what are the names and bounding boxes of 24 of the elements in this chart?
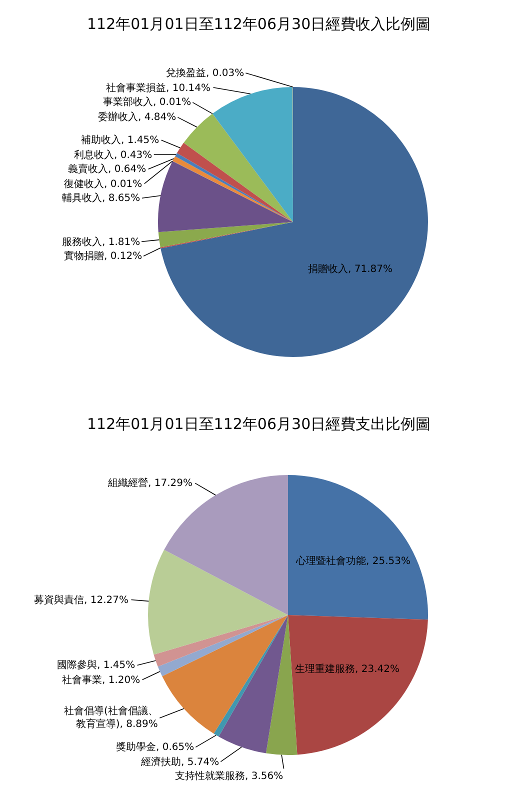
slice-label: 利息收入, 0.43% — [74, 149, 152, 161]
slice-label: 實物捐贈, 0.12% — [64, 250, 142, 262]
slice-label: 捐贈收入, 71.87% — [308, 263, 392, 275]
slice-label: 義賣收入, 0.64% — [68, 163, 146, 175]
chart-title: 112年01月01日至112年06月30日經費支出比例圖 — [87, 415, 431, 433]
slice-label: 委辦收入, 4.84% — [98, 111, 176, 123]
slice-label: 復健收入, 0.01% — [64, 178, 142, 190]
slice-label: 支持性就業服務, 3.56% — [175, 770, 284, 782]
slice-label: 募資與責信, 12.27% — [34, 594, 128, 606]
slice-label: 組織經營, 17.29% — [107, 477, 192, 489]
slice-label: 社會事業損益, 10.14% — [106, 82, 210, 94]
slice-label: 補助收入, 1.45% — [81, 134, 160, 146]
slice-label: 生理重建服務, 23.42% — [295, 663, 400, 675]
slice-label: 輔具收入, 8.65% — [62, 192, 140, 204]
slice-label: 社會倡導(社會倡議、教育宣導), 8.89% — [64, 705, 158, 730]
slice-label: 國際參與, 1.45% — [57, 659, 136, 671]
chart-title: 112年01月01日至112年06月30日經費收入比例圖 — [87, 15, 431, 33]
slice-label: 獎助學金, 0.65% — [116, 741, 194, 753]
slice-label: 兌換盈益, 0.03% — [166, 67, 244, 79]
slice-label: 服務收入, 1.81% — [62, 236, 140, 248]
slice-label: 心理暨社會功能, 25.53% — [295, 555, 410, 567]
slice-label: 社會事業, 1.20% — [62, 674, 140, 686]
slice-label: 經濟扶助, 5.74% — [140, 756, 220, 768]
slice-label: 事業部收入, 0.01% — [103, 96, 192, 108]
